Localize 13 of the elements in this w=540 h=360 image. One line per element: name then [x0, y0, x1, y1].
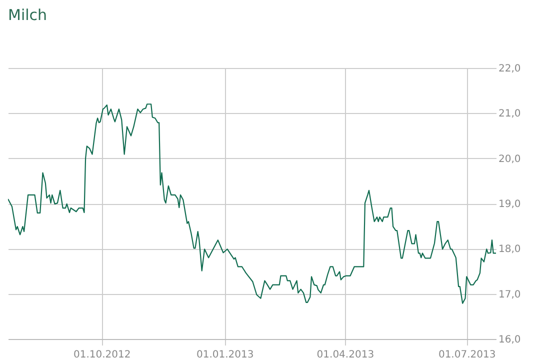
x-tick-label: 01.04.2013: [316, 350, 374, 360]
y-tick-label: 17,0: [498, 289, 521, 300]
x-tick-label: 01.01.2013: [196, 350, 254, 360]
y-tick-label: 20,0: [498, 154, 521, 165]
x-tick-label: 01.07.2013: [438, 350, 496, 360]
chart-title: Milch: [8, 6, 48, 24]
y-tick-label: 19,0: [498, 199, 521, 210]
y-tick-label: 18,0: [498, 244, 521, 256]
y-tick-label: 16,0: [498, 334, 521, 346]
x-tick-label: 01.10.2012: [73, 350, 131, 360]
line-series: [8, 104, 496, 304]
y-tick-label: 22,0: [498, 64, 521, 74]
y-tick-label: 21,0: [498, 108, 521, 120]
